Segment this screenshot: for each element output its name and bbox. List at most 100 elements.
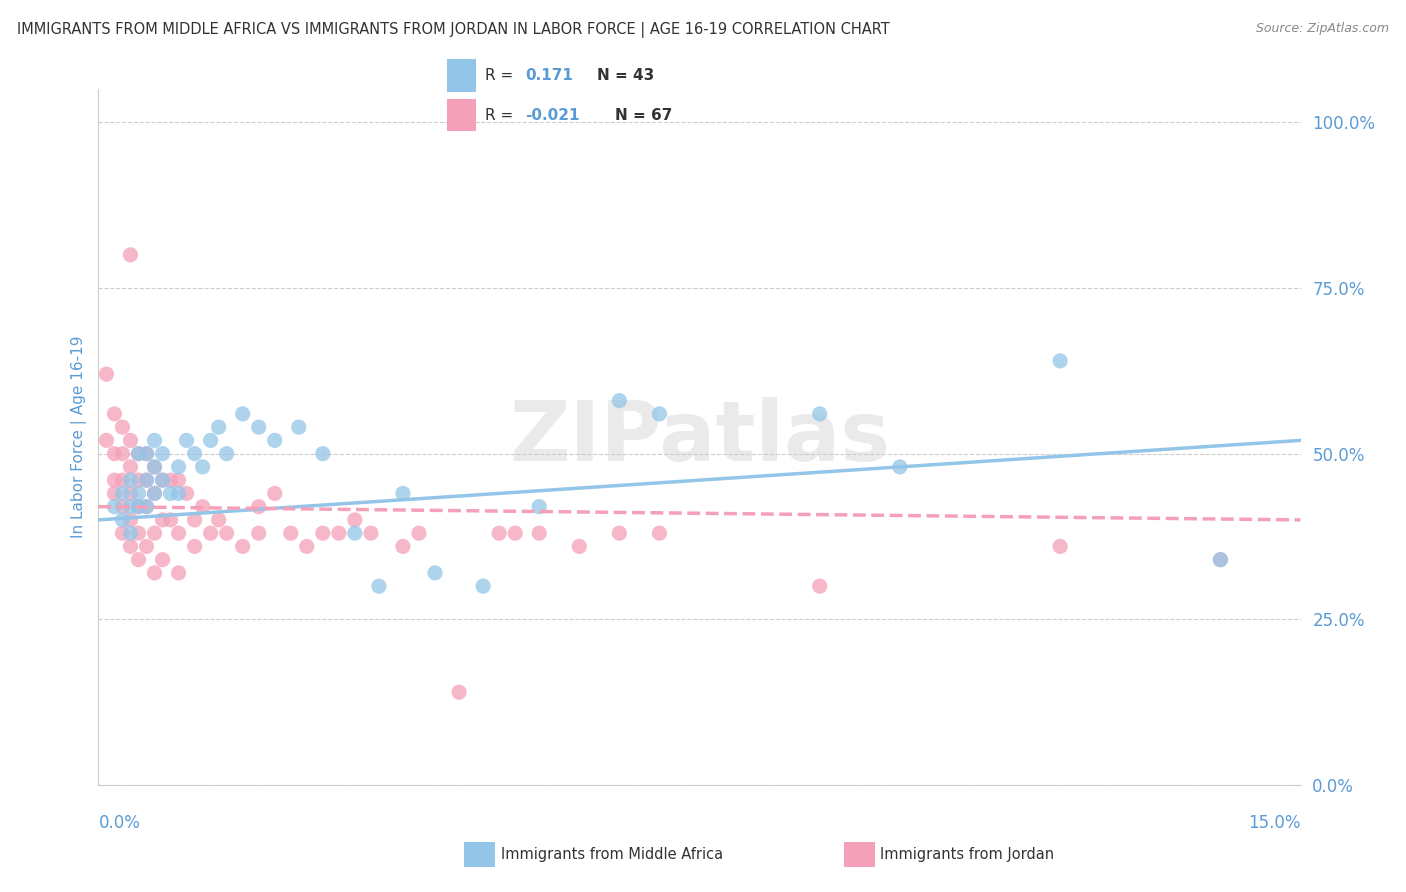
Point [1049, 540, 1071, 554]
Point [423, 566, 446, 580]
Point [312, 447, 335, 461]
Point [200, 526, 222, 541]
Point [328, 526, 350, 541]
Point [808, 407, 831, 421]
Point [232, 540, 254, 554]
Point [1209, 552, 1232, 566]
Point [143, 566, 166, 580]
Text: N = 67: N = 67 [614, 108, 672, 123]
Point [152, 513, 174, 527]
Point [176, 434, 198, 448]
Point [808, 579, 831, 593]
Point [128, 500, 150, 514]
Point [128, 447, 150, 461]
Point [159, 473, 181, 487]
Point [111, 447, 134, 461]
Point [128, 473, 150, 487]
Point [208, 513, 231, 527]
Point [159, 513, 181, 527]
Point [1209, 552, 1232, 566]
Point [96, 367, 118, 381]
Point [183, 513, 205, 527]
Point [135, 447, 157, 461]
Point [135, 447, 157, 461]
Point [167, 486, 190, 500]
Point [200, 434, 222, 448]
Point [215, 447, 238, 461]
Point [120, 434, 142, 448]
Point [472, 579, 495, 593]
Point [111, 513, 134, 527]
Point [392, 540, 415, 554]
Point [120, 473, 142, 487]
Point [135, 473, 157, 487]
Point [191, 500, 214, 514]
Text: N = 43: N = 43 [598, 68, 655, 83]
Point [529, 526, 551, 541]
Point [152, 473, 174, 487]
Point [152, 473, 174, 487]
Point [183, 447, 205, 461]
Point [143, 526, 166, 541]
Point [103, 407, 125, 421]
Point [609, 393, 631, 408]
Point [111, 500, 134, 514]
Point [568, 540, 591, 554]
Point [529, 500, 551, 514]
Point [143, 434, 166, 448]
Point [135, 500, 157, 514]
Text: 0.171: 0.171 [526, 68, 574, 83]
Point [111, 486, 134, 500]
Point [167, 526, 190, 541]
Point [143, 486, 166, 500]
Text: 0.0%: 0.0% [98, 814, 141, 832]
Point [343, 513, 366, 527]
Point [392, 486, 415, 500]
Bar [447, 60, 477, 92]
Point [360, 526, 382, 541]
Point [143, 486, 166, 500]
Point [343, 526, 366, 541]
Point [159, 486, 181, 500]
Point [152, 552, 174, 566]
Point [143, 459, 166, 474]
Point [96, 434, 118, 448]
Point [648, 526, 671, 541]
Point [208, 420, 231, 434]
Point [215, 526, 238, 541]
Point [247, 526, 270, 541]
Point [128, 526, 150, 541]
Point [103, 473, 125, 487]
Text: R =: R = [485, 68, 517, 83]
Point [247, 500, 270, 514]
Point [295, 540, 318, 554]
Text: R =: R = [485, 108, 517, 123]
Point [167, 566, 190, 580]
Point [120, 513, 142, 527]
Point [167, 459, 190, 474]
Point [247, 420, 270, 434]
Point [263, 486, 285, 500]
Point [120, 540, 142, 554]
Point [120, 500, 142, 514]
Point [312, 526, 335, 541]
Point [447, 685, 470, 699]
Point [143, 459, 166, 474]
Point [288, 420, 311, 434]
Point [120, 526, 142, 541]
Point [111, 420, 134, 434]
Text: IMMIGRANTS FROM MIDDLE AFRICA VS IMMIGRANTS FROM JORDAN IN LABOR FORCE | AGE 16-: IMMIGRANTS FROM MIDDLE AFRICA VS IMMIGRA… [17, 22, 890, 38]
Point [128, 500, 150, 514]
Point [135, 540, 157, 554]
Point [111, 473, 134, 487]
Point [232, 407, 254, 421]
Text: Immigrants from Middle Africa: Immigrants from Middle Africa [501, 847, 723, 862]
Point [128, 552, 150, 566]
Point [183, 540, 205, 554]
Point [103, 500, 125, 514]
Point [176, 486, 198, 500]
Point [167, 473, 190, 487]
Point [128, 486, 150, 500]
Bar [447, 99, 477, 131]
Point [368, 579, 391, 593]
